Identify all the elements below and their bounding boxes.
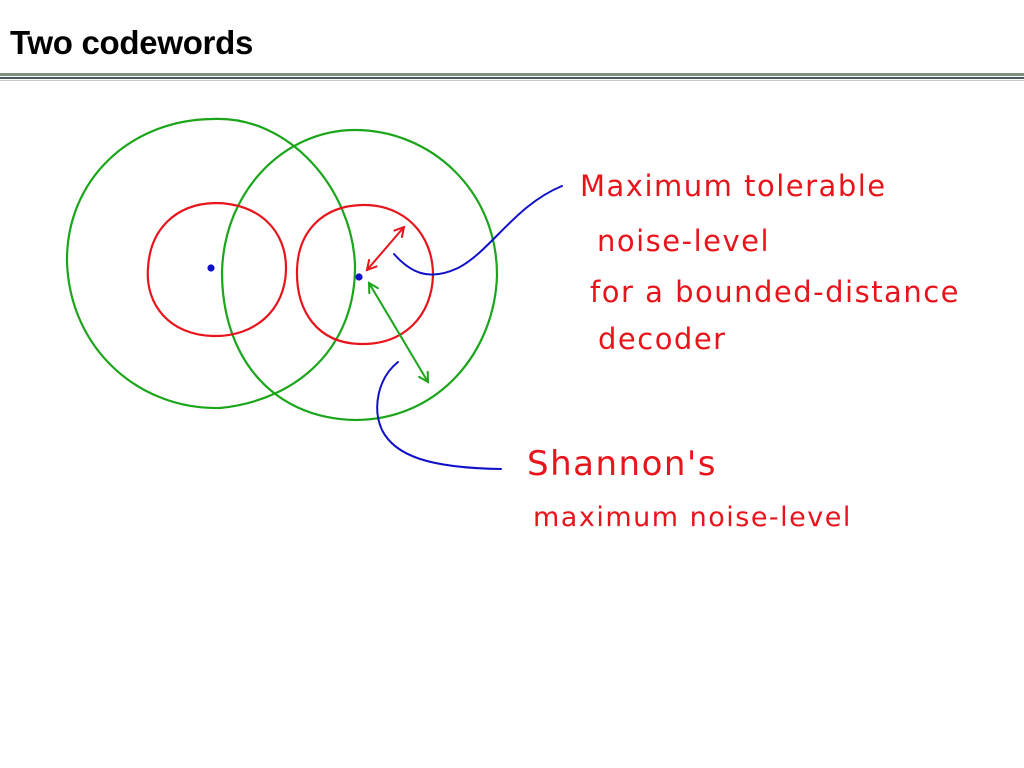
outer-radius-arrow [369, 283, 428, 382]
shannon-label-line-1: Shannon's [527, 444, 717, 484]
codeword-dot-left [207, 264, 215, 272]
bounded-distance-label-line-1: Maximum tolerable [580, 169, 887, 203]
pointer-to-bounded-distance-label [393, 185, 563, 276]
inner-sphere-right [295, 203, 435, 346]
outer-sphere-left [65, 117, 357, 410]
bounded-distance-label-line-4: decoder [598, 322, 727, 356]
title-divider [0, 73, 1024, 83]
bounded-distance-label-line-3: for a bounded-distance [590, 275, 960, 309]
codeword-dot-right [355, 273, 363, 281]
inner-sphere-left [146, 201, 288, 338]
pointer-to-shannon-label [376, 361, 502, 470]
shannon-label-line-2: maximum noise-level [533, 502, 852, 533]
slide-title: Two codewords [10, 24, 254, 61]
outer-sphere-right [220, 128, 499, 422]
bounded-distance-label-line-2: noise-level [597, 224, 770, 258]
inner-radius-arrow [367, 227, 404, 270]
